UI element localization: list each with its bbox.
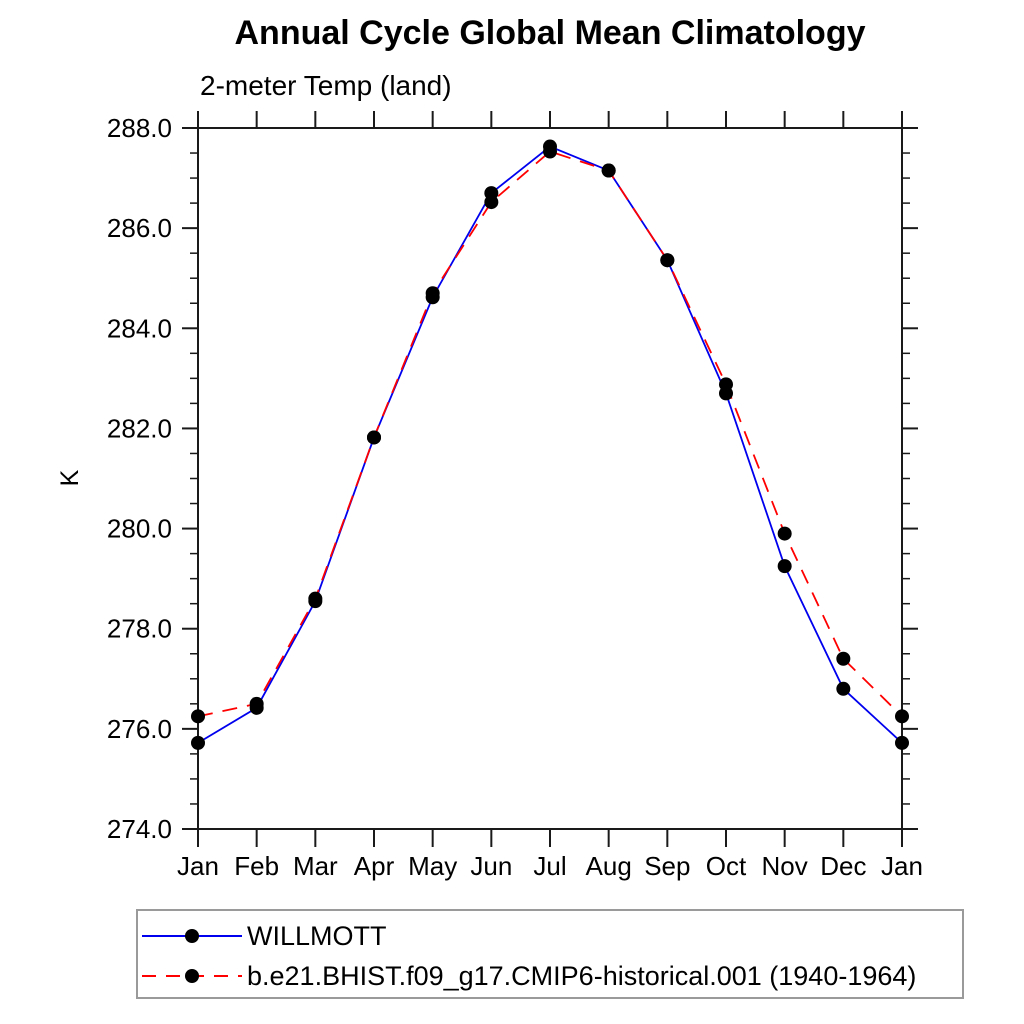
x-tick-label: Jan (881, 851, 923, 881)
y-tick-label: 276.0 (107, 714, 172, 744)
legend-label-willmott: WILLMOTT (247, 920, 387, 951)
legend-marker-dot-icon (185, 969, 199, 983)
x-tick-label: Jan (177, 851, 219, 881)
x-tick-label: Feb (234, 851, 279, 881)
legend-label-model: b.e21.BHIST.f09_g17.CMIP6-historical.001… (247, 960, 917, 991)
y-tick-label: 282.0 (107, 413, 172, 443)
series-line-0 (197, 145, 903, 744)
y-tick-label: 288.0 (107, 113, 172, 143)
chart-subtitle: 2-meter Temp (land) (200, 70, 452, 101)
y-axis-label: K (56, 469, 84, 486)
series-markers-0 (191, 139, 909, 750)
x-tick-label: Dec (820, 851, 866, 881)
x-tick-label: Nov (762, 851, 808, 881)
y-tick-label: 284.0 (107, 313, 172, 343)
x-tick-label: Jul (533, 851, 566, 881)
x-tick-label: Aug (586, 851, 632, 881)
series-line-1 (197, 150, 903, 718)
x-tick-label: Apr (354, 851, 395, 881)
x-tick-label: Sep (644, 851, 690, 881)
x-tick-label: Jun (470, 851, 512, 881)
legend-marker-dot-icon (185, 929, 199, 943)
axes: 274.0 276.0 278.0 280.0 282.0 284.0 286.0 288.0… (56, 111, 923, 881)
legend-item-willmott: WILLMOTT (138, 916, 962, 956)
legend-line-sample-dashed (142, 968, 242, 984)
y-tick-label: 278.0 (107, 614, 172, 644)
x-tick-label: Oct (706, 851, 747, 881)
legend: WILLMOTT b.e21.BHIST.f09_g17.CMIP6-histo… (136, 909, 964, 999)
x-tick-label: Mar (293, 851, 338, 881)
y-tick-label: 280.0 (107, 514, 172, 544)
legend-item-model: b.e21.BHIST.f09_g17.CMIP6-historical.001… (138, 956, 962, 996)
series-markers-1 (191, 144, 909, 724)
legend-line-sample-solid (142, 928, 242, 944)
y-tick-label: 286.0 (107, 213, 172, 243)
x-tick-label: May (408, 851, 457, 881)
chart-title: Annual Cycle Global Mean Climatology (234, 14, 866, 52)
y-tick-label: 274.0 (107, 814, 172, 844)
